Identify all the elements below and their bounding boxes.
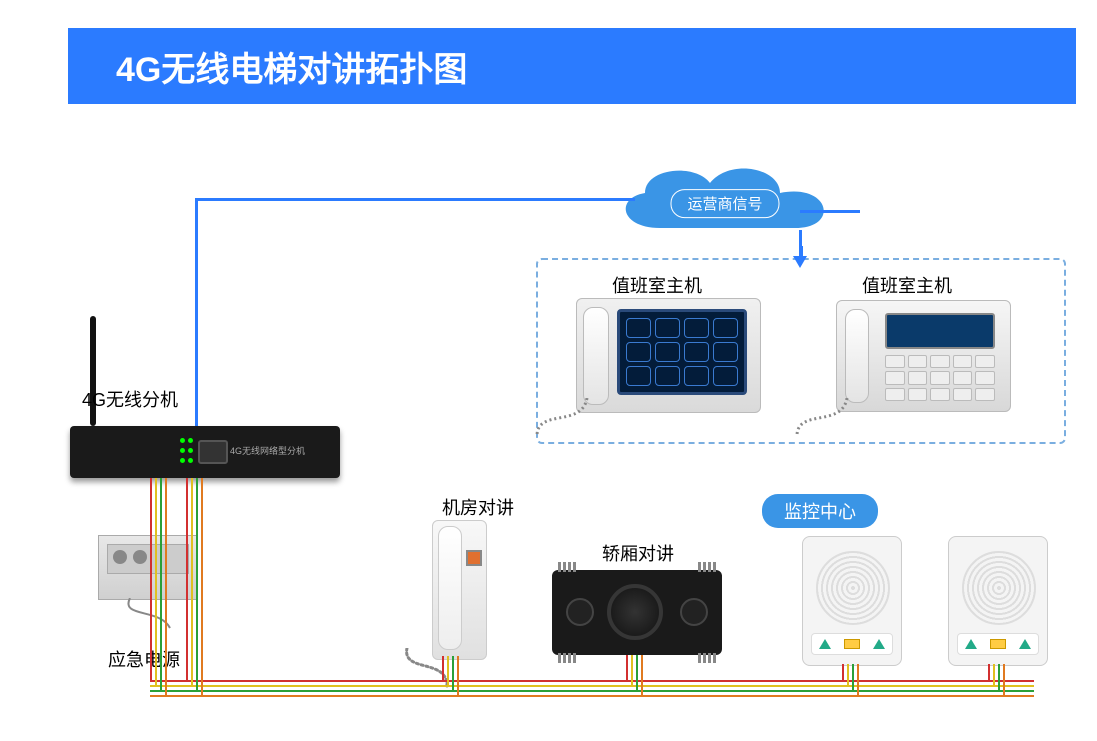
triangle-icon [1019, 639, 1031, 649]
label-icon [844, 639, 860, 649]
label-icon [990, 639, 1006, 649]
triangle-icon [819, 639, 831, 649]
call-button-icon [680, 598, 708, 626]
handset-icon [845, 309, 869, 403]
pin-icon [568, 562, 571, 572]
bus-wire-drop [847, 664, 849, 685]
bus-wire-drop [1003, 664, 1005, 695]
car-intercom-label: 轿厢对讲 [602, 540, 674, 566]
led-icon [188, 458, 193, 463]
bus-wire [150, 695, 1034, 697]
wireless-extension-device: 4G无线网络型分机 [70, 426, 340, 478]
connection-line [195, 198, 635, 201]
bus-wire-drop [631, 655, 633, 685]
bus-wire-drop [160, 478, 162, 690]
handset-icon [583, 307, 609, 405]
bus-wire-drop [165, 478, 167, 695]
triangle-icon [965, 639, 977, 649]
bus-wire-drop [452, 656, 454, 690]
wireless-extension-label: 4G无线分机 [82, 386, 178, 412]
carrier-cloud-label: 运营商信号 [670, 189, 779, 218]
bus-wire-drop [641, 655, 643, 695]
car-intercom-device [552, 570, 722, 655]
bus-wire-drop [988, 664, 990, 680]
bus-wire-drop [191, 478, 193, 685]
title-bar: 4G无线电梯对讲拓扑图 [68, 28, 1076, 104]
connection-line [800, 210, 860, 213]
touchscreen-icon [617, 309, 747, 395]
emergency-power-label: 应急电源 [108, 646, 180, 672]
monitor-center-pill: 监控中心 [762, 494, 878, 528]
topology-diagram: 4G无线电梯对讲拓扑图 运营商信号 4G无线网络型分机 4G无线分机 应急电源 … [0, 0, 1097, 741]
handset-cord-icon [402, 648, 452, 688]
bus-wire-drop [150, 478, 152, 680]
bus-wire-drop [155, 478, 157, 685]
duty-room-host-a-label: 值班室主机 [612, 272, 702, 298]
speaker-grille-icon [816, 551, 890, 625]
bus-wire-drop [842, 664, 844, 680]
carrier-cloud: 运营商信号 [600, 158, 850, 248]
monitor-center-label: 监控中心 [784, 502, 856, 522]
connection-line [799, 230, 802, 258]
pin-icon [573, 562, 576, 572]
led-icon [180, 438, 185, 443]
bus-wire-drop [626, 655, 628, 680]
bus-wire [150, 680, 1034, 682]
phone-cord-icon [792, 398, 852, 438]
speaker-icon [607, 584, 663, 640]
pin-icon [703, 562, 706, 572]
pin-icon [708, 562, 711, 572]
bus-wire-drop [457, 656, 459, 695]
triangle-icon [873, 639, 885, 649]
pin-icon [713, 562, 716, 572]
lcd-icon [885, 313, 995, 349]
bus-wire-drop [636, 655, 638, 690]
speaker-panel-device [802, 536, 902, 666]
bus-wire-drop [186, 478, 188, 680]
bus-wire-drop [993, 664, 995, 685]
speaker-grille-icon [962, 551, 1036, 625]
bus-wire-drop [447, 656, 449, 685]
ethernet-port-icon [198, 440, 228, 464]
pin-icon [698, 562, 701, 572]
led-icon [180, 448, 185, 453]
duty-room-host-b-label: 值班室主机 [862, 272, 952, 298]
duty-room-host-keypad-device [836, 300, 1011, 412]
call-button-icon [566, 598, 594, 626]
led-icon [180, 458, 185, 463]
led-icon [188, 438, 193, 443]
emergency-power-device [98, 535, 198, 600]
speaker-panel-device [948, 536, 1048, 666]
bus-wire-drop [998, 664, 1000, 690]
title-text: 4G无线电梯对讲拓扑图 [116, 42, 467, 91]
bus-wire-drop [857, 664, 859, 695]
bus-wire [150, 690, 1034, 692]
arrow-down-icon [793, 256, 807, 268]
bus-wire-drop [196, 478, 198, 690]
phone-cord-icon [532, 398, 592, 438]
pin-icon [558, 562, 561, 572]
connection-line [195, 198, 198, 426]
keypad-icon [885, 355, 995, 401]
pin-icon [563, 562, 566, 572]
router-device-label: 4G无线网络型分机 [230, 444, 305, 457]
bus-wire-drop [201, 478, 203, 695]
duty-room-host-touch-device [576, 298, 761, 413]
machine-room-intercom-label: 机房对讲 [442, 494, 514, 520]
bus-wire-drop [852, 664, 854, 690]
bus-wire [150, 685, 1034, 687]
bus-wire-drop [442, 656, 444, 680]
led-icon [188, 448, 193, 453]
